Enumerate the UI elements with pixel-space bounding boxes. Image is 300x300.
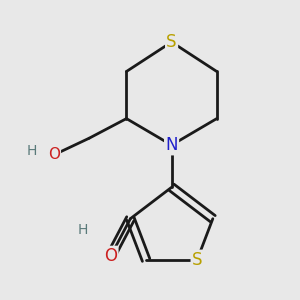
Text: S: S (192, 251, 202, 269)
Text: H: H (27, 144, 38, 158)
Text: S: S (166, 33, 177, 51)
Text: H: H (78, 224, 88, 238)
Text: O: O (48, 147, 60, 162)
Text: N: N (165, 136, 178, 154)
Text: O: O (104, 247, 117, 265)
